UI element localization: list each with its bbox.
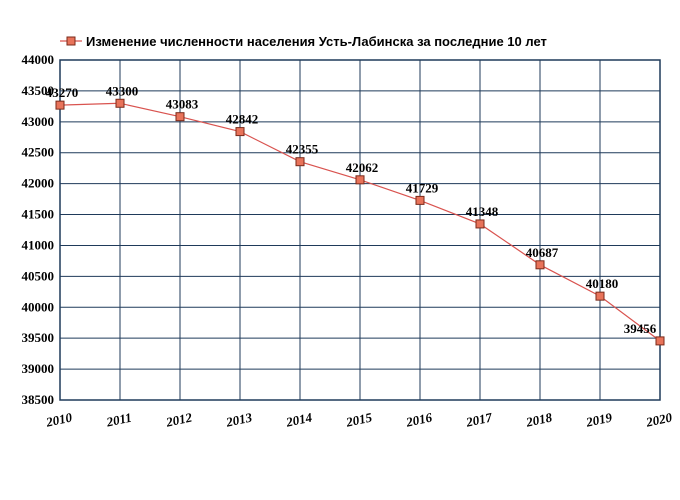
x-tick-label: 2015: [344, 409, 374, 429]
y-tick-label: 39000: [22, 361, 55, 376]
data-labels: 43270 43300 43083 42842 42355 42062 41729 41348…: [46, 83, 657, 336]
y-tick-label: 42500: [22, 145, 55, 160]
y-tick-label: 44000: [22, 52, 55, 67]
plot-frame: [59, 59, 661, 401]
y-tick-label: 40000: [22, 299, 55, 314]
y-tick-label: 43500: [22, 83, 55, 98]
x-tick-label: 2013: [224, 409, 254, 429]
data-label: 43270: [46, 85, 79, 100]
data-point-marker: [295, 157, 305, 167]
data-label: 41729: [406, 180, 439, 195]
x-tick-label: 2017: [464, 409, 494, 429]
x-tick-label: 2016: [404, 409, 434, 429]
y-tick-label: 39500: [22, 330, 55, 345]
axes: 38500 39000 39500 40000 40500 41000 41500 42000…: [22, 52, 674, 430]
legend-marker-swatch: [66, 36, 76, 46]
data-label: 41348: [466, 204, 499, 219]
data-point-marker: [655, 336, 665, 346]
data-label: 43300: [106, 83, 139, 98]
data-label: 42062: [346, 160, 379, 175]
x-tick-label: 2018: [524, 409, 554, 429]
grid: [59, 59, 661, 401]
y-tick-label: 41000: [22, 237, 55, 252]
x-tick-label: 2010: [44, 409, 74, 429]
x-tick-label: 2020: [644, 409, 674, 429]
data-label: 42355: [286, 142, 319, 157]
data-point-marker: [175, 112, 185, 122]
y-tick-label: 41500: [22, 207, 55, 222]
legend-label: Изменение численности населения Усть-Лаб…: [86, 34, 547, 49]
y-tick-label: 43000: [22, 114, 55, 129]
data-label: 40180: [586, 276, 619, 291]
x-tick-label: 2019: [584, 409, 614, 429]
data-label: 42842: [226, 112, 259, 127]
data-point-marker: [535, 260, 545, 270]
data-point-marker: [235, 127, 245, 137]
data-point-marker: [115, 98, 125, 108]
x-tick-label: 2014: [284, 409, 314, 429]
x-tick-label: 2011: [104, 410, 133, 430]
legend: Изменение численности населения Усть-Лаб…: [60, 34, 547, 49]
data-label: 43083: [166, 97, 199, 112]
series-population: [55, 98, 665, 346]
y-tick-label: 38500: [22, 392, 55, 407]
data-point-marker: [55, 100, 65, 110]
data-point-marker: [475, 219, 485, 229]
y-tick-label: 40500: [22, 268, 55, 283]
data-label: 40687: [526, 245, 559, 260]
y-tick-label: 42000: [22, 176, 55, 191]
x-tick-label: 2012: [164, 409, 194, 429]
data-point-marker: [415, 195, 425, 205]
data-point-marker: [595, 291, 605, 301]
data-point-marker: [355, 175, 365, 185]
data-label: 39456: [624, 321, 657, 336]
